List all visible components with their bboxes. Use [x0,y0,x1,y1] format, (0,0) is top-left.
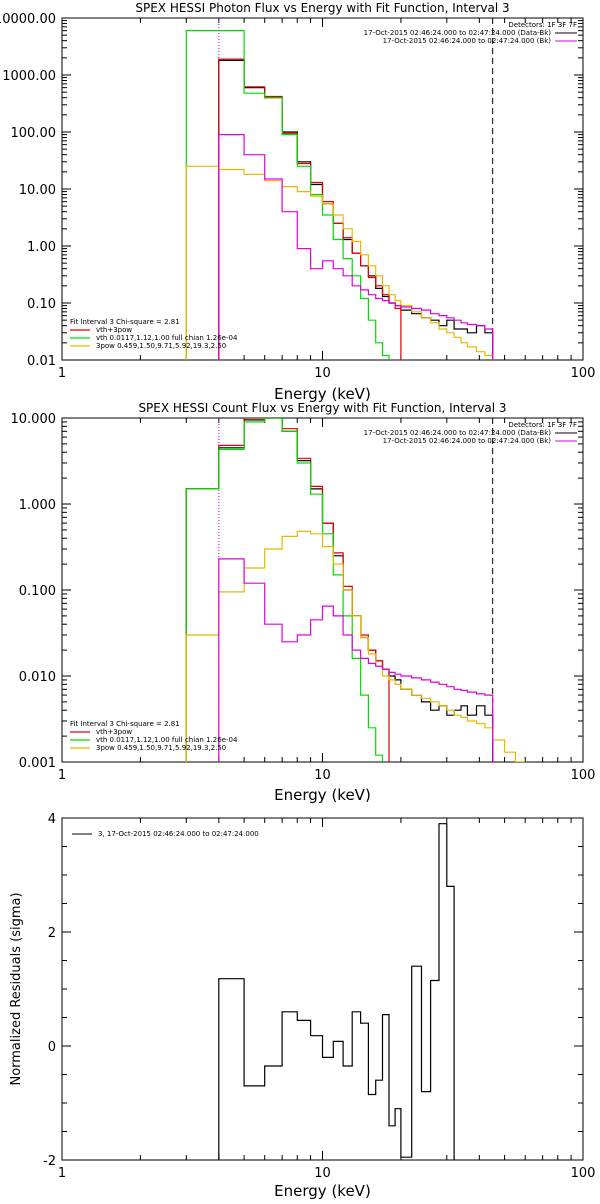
fit-legend-label: 3pow 0.459,1.50,9.71,5.92,19.3,2.50 [96,342,226,350]
x-tick-label: 1 [58,1166,66,1181]
y-axis-label: Normalized Residuals (sigma) [9,892,24,1085]
x-axis-label: Energy (keV) [274,1182,371,1200]
series-4-line [185,165,494,360]
series-5-line [218,134,494,360]
fit-legend-label: vth+3pow [96,326,132,334]
y-tick-label: 1000.00 [2,69,56,84]
chart-title: SPEX HESSI Count Flux vs Energy with Fit… [138,401,506,415]
y-tick-label: 100.00 [11,126,57,141]
detector-label: Detectors: 1F 3F 7F [508,421,577,429]
fit-info-label: Fit Interval 3 Chi-square = 2.81 [70,318,180,326]
detector-label: Detectors: 1F 3F 7F [508,21,577,29]
data-interval-label: 17-Oct-2015 02:46:24.000 to 02:47:24.000… [364,429,552,437]
series-3-line [185,418,384,762]
x-tick-label: 100 [571,768,596,783]
chart-panel-2: SPEX HESSI Count Flux vs Energy with Fit… [11,401,596,804]
fit-info-label: Fit Interval 3 Chi-square = 2.81 [70,720,180,728]
y-tick-label: 2 [48,926,56,941]
y-tick-label: 0.100 [19,584,56,599]
y-tick-label: 0.010 [19,670,56,685]
x-tick-label: 100 [571,366,596,381]
plot-frame [61,417,584,763]
x-tick-label: 1 [58,768,66,783]
fit-legend-label: 3pow 0.459,1.50,9.71,5.92,19.3,2.50 [96,744,226,752]
series-4-line [185,530,526,762]
x-axis-label: Energy (keV) [274,786,371,804]
chart-title: SPEX HESSI Photon Flux vs Energy with Fi… [135,1,509,15]
y-tick-label: 1.00 [27,240,56,255]
y-tick-label: 1.000 [19,498,56,513]
fit-legend-label: vth 0.0117,1.12,1.00 full chian 1.26e-04 [96,736,238,744]
y-tick-label: 10.00 [19,183,56,198]
chart-panel-3: 1 10 100 Energy (keV) -2 0 2 4 Normalized Residu… [9,812,595,1200]
x-tick-label: 1 [58,366,66,381]
series-1-line [218,59,494,360]
x-tick-label: 10 [314,768,331,783]
x-tick-label: 10 [314,1166,331,1181]
residual-legend-label: 3, 17-Oct-2015 02:46:24.000 to 02:47:24.… [98,830,259,838]
x-axis-label: Energy (keV) [274,385,371,403]
fit-legend-label: vth 0.0117,1.12,1.00 full chian 1.26e-04 [96,334,238,342]
x-tick-label: 100 [571,1166,596,1181]
chart-panel-1: SPEX HESSI Photon Flux vs Energy with Fi… [0,1,595,403]
y-tick-label: 4 [48,812,56,827]
x-tick-label: 10 [314,366,331,381]
y-tick-label: 10.000 [11,412,57,427]
background-interval-label: 17-Oct-2015 02:46:24.000 to 02:47:24.000… [383,37,552,45]
y-tick-label: 0 [48,1040,56,1055]
fit-legend-label: vth+3pow [96,728,132,736]
series-2-line [185,418,390,762]
series-1-line [218,823,455,1160]
data-interval-label: 17-Oct-2015 02:46:24.000 to 02:47:24.000… [364,29,552,37]
y-tick-label: 0.01 [27,354,56,369]
background-interval-label: 17-Oct-2015 02:46:24.000 to 02:47:24.000… [383,437,552,445]
y-tick-label: 0.10 [27,297,56,312]
plot-frame [61,817,584,1161]
y-tick-label: 0.001 [19,756,56,771]
series-5-line [218,558,494,762]
y-tick-label: 10000.00 [0,12,56,27]
y-tick-label: -2 [43,1154,56,1169]
series-3-line [185,30,390,360]
series-2-line [218,58,402,360]
